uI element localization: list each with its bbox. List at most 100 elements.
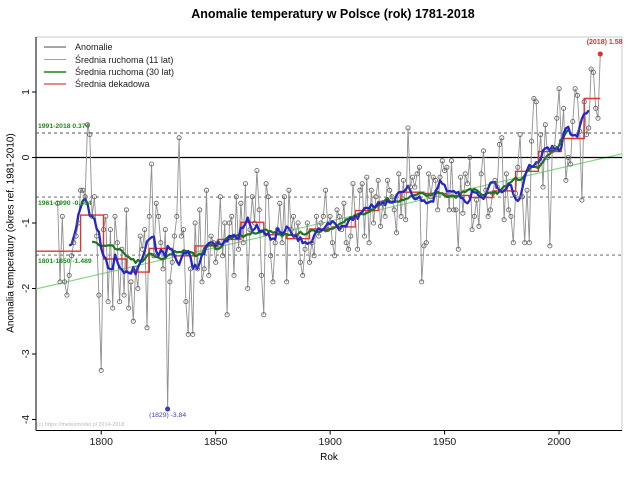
year-point [272,240,278,246]
year-point [561,105,567,111]
year-point [114,240,120,246]
year-point [229,213,235,219]
year-point [359,181,365,187]
year-point [393,230,399,236]
year-point [78,187,84,193]
year-point [572,86,578,92]
legend-item-ma11: Średnia ruchoma (11 lat) [44,53,174,65]
annotation-max-2018: (2018) 1.58 [586,39,623,46]
year-point [190,331,196,337]
legend-label: Średnia ruchoma (11 lat) [75,54,174,65]
year-point [334,207,340,213]
year-point [476,223,482,229]
year-point [75,220,81,226]
year-point [71,240,77,246]
year-point [471,213,477,219]
year-point [432,177,438,183]
year-point [293,233,299,239]
year-point [217,194,223,200]
year-point [194,266,200,272]
legend-label: Średnia dekadowa [75,79,150,90]
year-point [368,187,374,193]
year-point [112,213,118,219]
year-point [149,161,155,167]
year-point [593,105,599,111]
year-point [55,200,61,206]
year-point [389,194,395,200]
year-point [586,125,592,131]
year-point [531,96,537,102]
year-point [350,181,356,187]
year-point [341,200,347,206]
year-point [311,253,317,259]
year-point [375,177,381,183]
year-point [222,220,228,226]
year-point [151,253,157,259]
year-point [464,181,470,187]
y-tick-label: -1 [20,218,32,227]
year-point [595,115,601,121]
year-point [242,181,248,187]
year-point [373,194,379,200]
year-point [146,213,152,219]
year-point [261,312,267,318]
year-point [215,240,221,246]
legend-item-anomalies: Anomalie [44,41,174,53]
year-point [123,207,129,213]
year-point [59,213,65,219]
year-point [73,233,79,239]
year-point [133,266,139,272]
year-point [327,213,333,219]
year-point [554,115,560,121]
year-point [130,318,136,324]
year-point [462,171,468,177]
year-point [412,184,418,190]
year-point [503,171,509,177]
year-point [187,266,193,272]
year-point [277,200,283,206]
year-point [357,187,363,193]
year-point [249,194,255,200]
year-point [295,220,301,226]
year-point [236,246,242,252]
year-point [588,66,594,72]
y-tick-label: -2 [20,284,32,293]
year-point [549,148,555,154]
year-point [144,325,150,331]
year-point [545,154,551,160]
year-point [387,187,393,193]
year-point [96,292,102,298]
year-point [382,213,388,219]
year-point [309,240,315,246]
x-tick-label: 1900 [318,436,342,448]
year-point [176,135,182,141]
year-point [142,227,148,233]
year-point [384,177,390,183]
year-point [233,194,239,200]
year-point [377,223,383,229]
ref-label-1961-1990: 1961-1990 -0.604 [38,199,92,207]
year-point [542,122,548,128]
year-point [570,119,576,125]
legend-swatch-ma11 [44,58,66,61]
year-point [529,138,535,144]
year-point [252,220,258,226]
year-point [89,213,95,219]
year-point [474,197,480,203]
ref-label-1991-2018: 1991-2018 0.374 [38,122,90,130]
year-point [565,154,571,160]
year-point [442,168,448,174]
year-point [581,99,587,105]
legend-swatch-anomalies [44,46,66,49]
year-point [139,246,145,252]
x-tick-label: 1950 [433,436,457,448]
year-point [480,148,486,154]
year-point [380,200,386,206]
year-point [316,233,322,239]
year-point [240,240,246,246]
year-point [206,272,212,278]
max-point [597,51,603,57]
year-point [263,181,269,187]
year-point [405,125,411,131]
decadal-step-line [36,97,601,273]
